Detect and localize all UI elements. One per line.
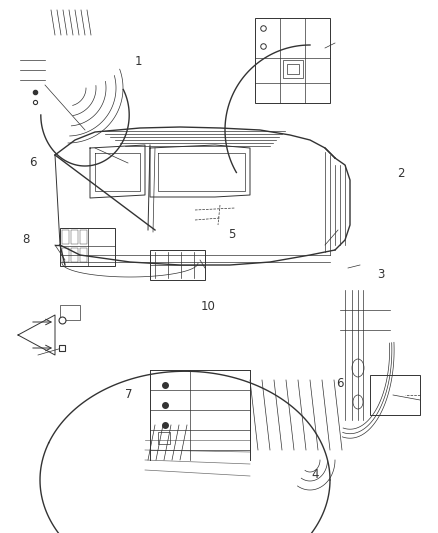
Text: 6: 6 <box>29 156 37 169</box>
Bar <box>287 64 299 74</box>
Bar <box>80 230 87 244</box>
Bar <box>255 18 330 103</box>
Text: 10: 10 <box>201 300 215 313</box>
Text: 4: 4 <box>311 468 319 481</box>
Text: 6: 6 <box>336 377 343 390</box>
Bar <box>62 248 69 262</box>
Bar <box>283 60 303 78</box>
Text: 2: 2 <box>397 167 405 180</box>
Text: 1: 1 <box>134 55 142 68</box>
Text: 7: 7 <box>125 388 133 401</box>
Bar <box>80 248 87 262</box>
Text: 3: 3 <box>378 268 385 281</box>
Bar <box>150 250 205 280</box>
Bar <box>71 230 78 244</box>
Bar <box>60 305 80 320</box>
Bar <box>370 375 420 415</box>
Bar <box>71 248 78 262</box>
Bar <box>158 432 170 444</box>
Bar <box>62 230 69 244</box>
Text: 8: 8 <box>23 233 30 246</box>
Text: 5: 5 <box>229 228 236 241</box>
Bar <box>60 228 115 266</box>
